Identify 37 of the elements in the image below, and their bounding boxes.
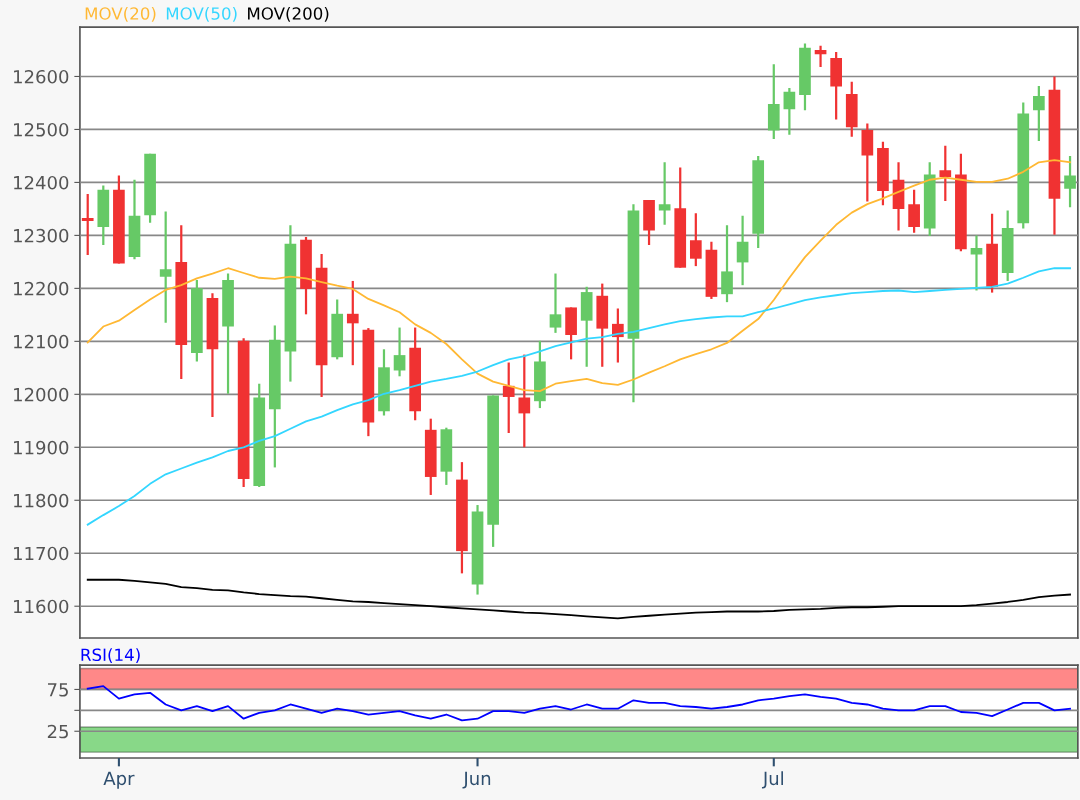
candlestick	[1033, 84, 1045, 143]
y-tick-label: 12300	[14, 228, 69, 243]
y-tick-label: 12500	[14, 122, 69, 137]
y-tick-label: 12600	[14, 69, 69, 84]
candlestick	[1064, 154, 1076, 209]
candlestick	[783, 87, 796, 136]
line-series	[86, 578, 1071, 620]
line-series	[86, 685, 1071, 722]
candlestick	[721, 224, 733, 304]
candlestick	[908, 188, 920, 234]
candlestick	[81, 192, 94, 257]
candlestick	[159, 210, 172, 324]
text: MOV(200)	[248, 6, 329, 22]
candlestick	[939, 144, 952, 203]
y-tick-label: 12200	[14, 281, 69, 296]
y-tick-label: 11700	[14, 546, 69, 561]
x-tick-label: Jul	[761, 771, 783, 789]
candlestick	[549, 272, 562, 334]
y-tick-label: 11900	[14, 440, 69, 455]
y-tick-label: 75	[48, 683, 68, 697]
line-series	[86, 267, 1071, 526]
x-tick-label: Jun	[462, 771, 491, 789]
candlestick	[346, 279, 359, 367]
candlestick	[393, 326, 406, 378]
text: MOV(50)	[166, 6, 237, 22]
candlestick	[736, 214, 749, 287]
y-tick-label: 25	[47, 724, 68, 739]
y-tick-label: 12000	[14, 387, 69, 402]
y-tick-label: 12100	[14, 334, 69, 349]
text: MOV(20)	[85, 6, 156, 22]
chart-title: RSI(14)	[81, 648, 140, 663]
y-tick-label: 11800	[14, 493, 69, 508]
candlestick	[502, 361, 515, 435]
y-tick-label: 12400	[14, 175, 69, 190]
x-tick-label: Apr	[103, 771, 135, 789]
y-tick-label: 11600	[14, 599, 69, 614]
candlestick	[689, 212, 702, 268]
